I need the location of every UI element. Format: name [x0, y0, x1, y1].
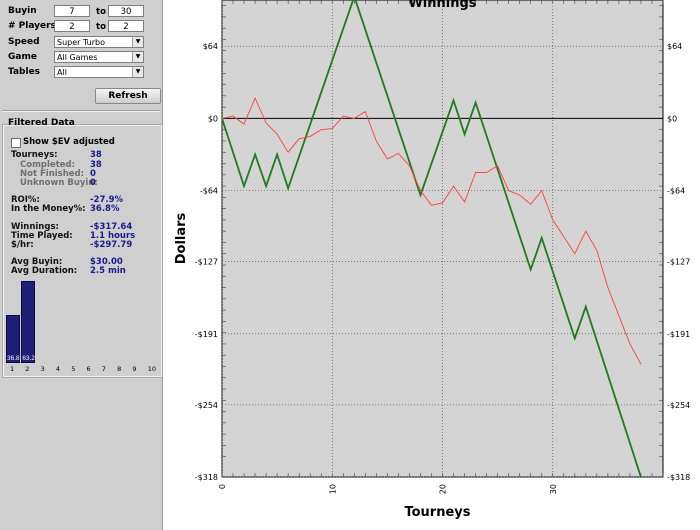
- y-tick-label-left: -$191: [195, 330, 218, 339]
- y-tick-label-right: $64: [667, 42, 682, 51]
- y-tick-label-left: $0: [208, 114, 218, 123]
- players-label: # Players: [8, 21, 56, 31]
- histogram-x-tick: 9: [132, 365, 137, 373]
- stat-label: Time Played:: [11, 231, 73, 241]
- divider: [2, 110, 160, 112]
- histogram-bar-label: 63.2: [22, 355, 35, 362]
- stat-label: Completed:: [20, 160, 76, 170]
- stat-value: -$317.64: [90, 222, 133, 232]
- y-axis-label: Dollars: [174, 212, 189, 264]
- y-tick-label-left: -$318: [195, 473, 218, 482]
- stat-label: Tourneys:: [11, 150, 58, 160]
- histogram-x-tick: 3: [40, 365, 45, 373]
- histogram-x-tick: 7: [101, 365, 106, 373]
- players-to-label: to: [96, 22, 106, 32]
- winnings-series-line: [221, 0, 642, 478]
- stat-value: -$297.79: [90, 240, 133, 250]
- chevron-down-icon[interactable]: ▼: [132, 37, 143, 47]
- stat-label: Avg Duration:: [11, 266, 78, 276]
- histogram-x-tick: 4: [55, 365, 61, 373]
- tables-label: Tables: [8, 67, 41, 77]
- histogram-x-tick: 8: [117, 365, 122, 373]
- buyin-min-input[interactable]: 7: [54, 5, 90, 17]
- stat-label: Avg Buyin:: [11, 257, 63, 267]
- stat-label: ROI%:: [11, 195, 40, 205]
- buyin-max-input[interactable]: 30: [108, 5, 144, 17]
- y-tick-label-left: -$127: [195, 258, 218, 267]
- ev-adjusted-label: Show $EV adjusted: [23, 137, 115, 147]
- ev-series-line: [221, 96, 642, 365]
- stat-label: $/hr:: [11, 240, 34, 250]
- stat-value: 0: [90, 178, 96, 188]
- chart-title: Winnings: [408, 0, 476, 11]
- y-tick-label-left: -$254: [195, 401, 218, 410]
- y-tick-label-right: -$64: [667, 187, 685, 196]
- winnings-chart: $64 $64 $0 $0 -$64 -$64 -$127 -$127 -$191 -$191 -$…: [174, 0, 690, 520]
- y-tick-label-right: -$318: [667, 473, 690, 482]
- histogram-x-tick: 1: [10, 365, 15, 373]
- stat-value: 1.1 hours: [90, 231, 136, 241]
- histogram-bar-label: 36.8: [7, 354, 20, 362]
- chevron-down-icon[interactable]: ▼: [132, 52, 143, 62]
- x-tick-label: 20: [439, 484, 448, 494]
- tables-select[interactable]: All ▼: [54, 66, 144, 78]
- stat-value: $30.00: [90, 257, 123, 267]
- speed-select-value: Super Turbo: [57, 38, 105, 47]
- stat-label: Winnings:: [11, 222, 59, 232]
- stat-label: In the Money%:: [11, 204, 86, 214]
- y-tick-label-right: -$127: [667, 258, 690, 267]
- x-tick-label: 0: [218, 484, 227, 489]
- players-max-input[interactable]: 2: [108, 20, 144, 32]
- players-min-input[interactable]: 2: [54, 20, 90, 32]
- histogram-bar: 63.2: [21, 281, 36, 363]
- x-axis-label: Tourneys: [404, 505, 470, 520]
- stat-label: Unknown Buyin:: [20, 178, 98, 188]
- refresh-button[interactable]: Refresh: [95, 88, 161, 104]
- y-tick-label-right: -$191: [667, 330, 690, 339]
- filter-panel: Buyin 7 to 30 # Players 2 to 2 Speed Sup…: [0, 0, 163, 530]
- stat-value: 0: [90, 169, 96, 179]
- stat-value: -27.9%: [90, 195, 124, 205]
- game-select[interactable]: All Games ▼: [54, 51, 144, 63]
- game-label: Game: [8, 52, 37, 62]
- histogram-x-tick: 10: [147, 365, 156, 373]
- speed-select[interactable]: Super Turbo ▼: [54, 36, 144, 48]
- y-tick-label-right: -$254: [667, 401, 690, 410]
- y-tick-label-left: -$64: [200, 187, 218, 196]
- stat-value: 36.8%: [90, 204, 120, 214]
- histogram-bar: 36.8: [6, 315, 20, 363]
- stat-value: 2.5 min: [90, 266, 126, 276]
- histogram-x-tick: 2: [25, 365, 30, 373]
- game-select-value: All Games: [57, 53, 98, 62]
- speed-label: Speed: [8, 37, 40, 47]
- stat-value: 38: [90, 160, 102, 170]
- stat-label: Not Finished:: [20, 169, 85, 179]
- x-tick-label: 10: [328, 484, 337, 494]
- tables-select-value: All: [57, 68, 67, 77]
- chevron-down-icon[interactable]: ▼: [132, 67, 143, 77]
- y-tick-label-right: $0: [667, 114, 677, 123]
- filtered-data-group: [2, 124, 163, 378]
- histogram-x-tick: 6: [86, 365, 91, 373]
- buyin-to-label: to: [96, 7, 106, 17]
- x-tick-label: 30: [549, 484, 558, 494]
- buyin-label: Buyin: [8, 6, 37, 16]
- filtered-data-title: Filtered Data: [8, 118, 75, 128]
- ev-adjusted-checkbox[interactable]: [11, 138, 21, 148]
- stat-value: 38: [90, 150, 102, 160]
- y-tick-label-left: $64: [203, 42, 218, 51]
- histogram-x-tick: 5: [71, 365, 76, 373]
